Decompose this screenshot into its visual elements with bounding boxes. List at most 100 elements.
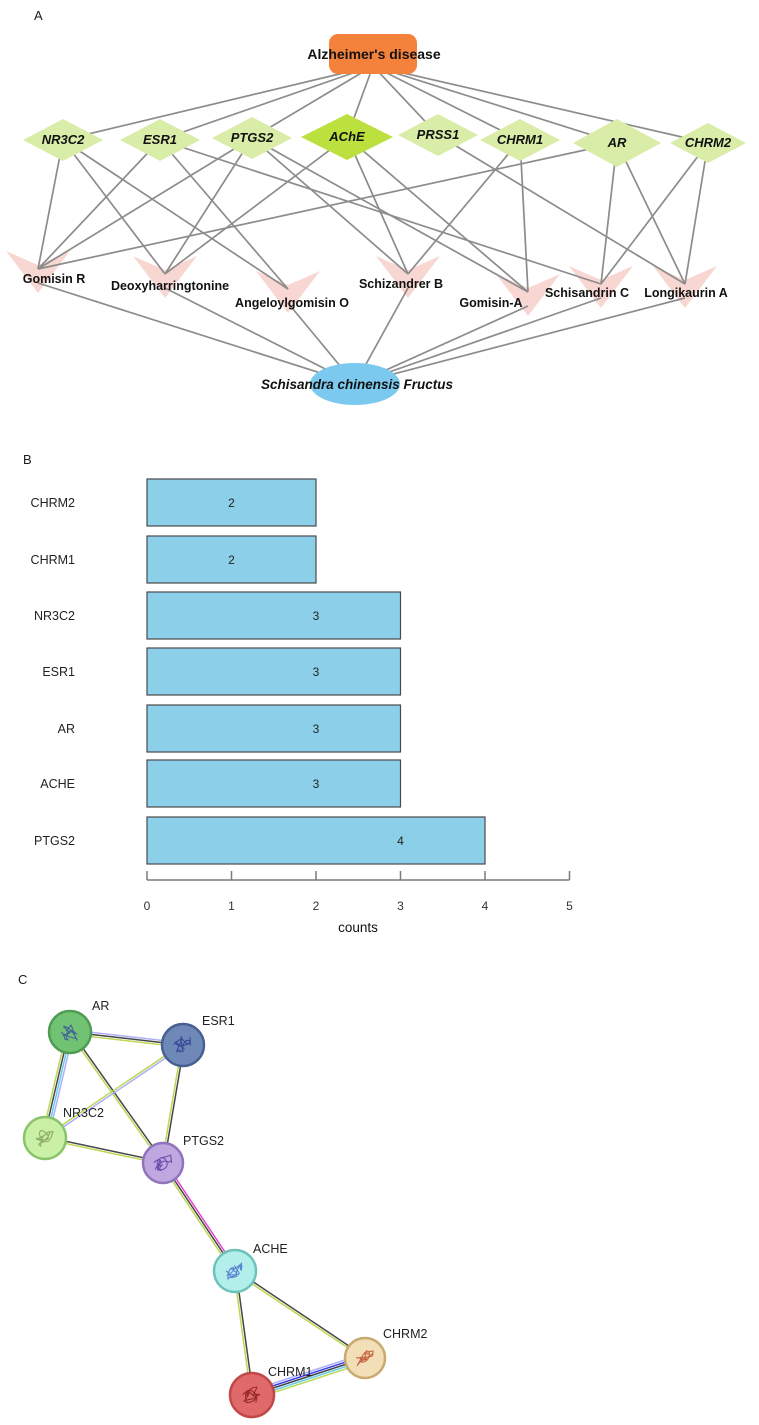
bar-value-AR: 3	[313, 722, 320, 736]
ppi-structure-glyph-PTGS2	[153, 1154, 173, 1172]
compound-vee-Angeloylgomisin O	[256, 271, 320, 313]
edge-PTGS2-Gomisin R	[37, 137, 253, 270]
gene-label-CHRM1: CHRM1	[497, 132, 543, 147]
ppi-label-ACHE: ACHE	[253, 1242, 288, 1256]
edge-disease-NR3C2	[62, 65, 374, 141]
bar-value-ACHE: 3	[313, 777, 320, 791]
edge-AR-Longikaurin A	[616, 142, 686, 285]
gene-label-PTGS2: PTGS2	[231, 130, 274, 145]
gene-node-PTGS2	[212, 117, 292, 159]
compound-vee-Gomisin-A	[496, 274, 560, 316]
counts-bar-chart: CHRM2 2 CHRM1 2 NR3C2 3 ESR1 3 AR 3 ACHE 3 PTGS2 4 0 1 2…	[31, 478, 573, 935]
bar-PTGS2	[146, 816, 486, 865]
ppi-label-PTGS2: PTGS2	[183, 1134, 224, 1148]
ppi-edge-line-ESR1-NR3C2-1	[43, 1043, 183, 1138]
ppi-node-PTGS2	[141, 1141, 185, 1185]
panel-a-network: Alzheimer's disease NR3C2 ESR1 PTGS2 AChE PRS…	[0, 0, 759, 440]
string-ppi-network: AR ESR1 NR3C2 PTGS2 ACHE CHRM2 CHRM1	[22, 999, 427, 1419]
ppi-edge-line-ACHE-CHRM2-1	[233, 1271, 365, 1360]
herb-label: Schisandra chinensis Fructus	[261, 377, 454, 392]
edge-PTGS2-Gomisin-A	[251, 137, 529, 293]
edge-AR-Gomisin R	[37, 142, 618, 270]
ppi-structure-glyph-ESR1	[173, 1035, 191, 1053]
disease-gene-compound-network: Alzheimer's disease NR3C2 ESR1 PTGS2 AChE PRS…	[6, 34, 746, 405]
x-tick-label-5: 5	[566, 899, 573, 913]
compound-vee-Schizandrer B	[376, 256, 440, 298]
edge-Schisandrin C-herb	[354, 297, 602, 385]
x-tick-label-3: 3	[397, 899, 404, 913]
ppi-label-CHRM2: CHRM2	[383, 1327, 427, 1341]
edge-Longikaurin A-herb	[354, 297, 686, 385]
ppi-label-AR: AR	[92, 999, 109, 1013]
bar-category-label-AR: AR	[58, 722, 75, 736]
ppi-structure-glyph-CHRM1	[242, 1386, 261, 1404]
panel-b-letter: B	[23, 452, 32, 467]
compound-vee-Gomisin R	[6, 251, 70, 293]
compound-label-Gomisin R: Gomisin R	[23, 272, 86, 286]
edge-disease-CHRM1	[372, 65, 521, 141]
compound-label-Schisandrin C: Schisandrin C	[545, 286, 629, 300]
compound-label-Deoxyharringtonine: Deoxyharringtonine	[111, 279, 229, 293]
bar-category-label-CHRM2: CHRM2	[31, 496, 75, 510]
bar-ESR1	[146, 647, 402, 696]
edge-CHRM1-Schizandrer B	[407, 139, 521, 275]
ppi-structure-glyph-ACHE	[225, 1262, 243, 1281]
ppi-edge-AR-PTGS2	[68, 1030, 165, 1165]
panel-b-barchart: CHRM2 2 CHRM1 2 NR3C2 3 ESR1 3 AR 3 ACHE 3 PTGS2 4 0 1 2…	[0, 440, 759, 940]
bar-ACHE	[146, 759, 402, 808]
bar-value-ESR1: 3	[313, 665, 320, 679]
ppi-edge-ESR1-NR3C2	[43, 1043, 185, 1140]
ppi-label-NR3C2: NR3C2	[63, 1106, 104, 1120]
edge-ESR1-Angeloylgomisin O	[159, 139, 289, 290]
panel-a-letter: A	[34, 8, 43, 23]
compound-vee-Schisandrin C	[569, 266, 633, 308]
gene-node-PRSS1	[398, 114, 478, 156]
gene-node-NR3C2	[23, 119, 103, 161]
edge-ESR1-Gomisin R	[37, 139, 161, 270]
ppi-edge-line-AR-PTGS2-0	[70, 1030, 165, 1163]
panel-c-ppi-network: AR ESR1 NR3C2 PTGS2 ACHE CHRM2 CHRM1	[0, 940, 759, 1425]
x-tick-label-1: 1	[228, 899, 235, 913]
compound-label-Schizandrer B: Schizandrer B	[359, 277, 443, 291]
gene-label-AR: AR	[607, 135, 627, 150]
edge-NR3C2-Angeloylgomisin O	[62, 139, 289, 290]
gene-label-AChE: AChE	[328, 129, 365, 144]
compound-label-Longikaurin A: Longikaurin A	[644, 286, 728, 300]
gene-label-ESR1: ESR1	[143, 132, 177, 147]
gene-label-NR3C2: NR3C2	[42, 132, 85, 147]
edge-Deoxyharringtonine-herb	[164, 287, 356, 385]
bar-category-label-CHRM1: CHRM1	[31, 553, 75, 567]
bar-CHRM2	[146, 478, 317, 527]
x-tick-label-0: 0	[144, 899, 151, 913]
gene-label-CHRM2: CHRM2	[685, 135, 732, 150]
disease-node	[329, 34, 417, 74]
edge-NR3C2-Gomisin R	[37, 139, 64, 270]
edge-AChE-Deoxyharringtonine	[164, 136, 348, 275]
edge-CHRM1-Gomisin-A	[519, 139, 529, 293]
edge-disease-PTGS2	[251, 65, 374, 139]
bar-category-label-NR3C2: NR3C2	[34, 609, 75, 623]
bar-AR	[146, 704, 402, 753]
gene-node-CHRM1	[480, 119, 560, 161]
panel-c-letter: C	[18, 972, 28, 987]
bar-NR3C2	[146, 591, 402, 640]
edge-disease-AR	[372, 65, 618, 144]
ppi-structure-glyph-AR	[60, 1024, 78, 1042]
bar-category-label-ESR1: ESR1	[42, 665, 75, 679]
bar-CHRM1	[146, 535, 317, 584]
ppi-edge-ACHE-CHRM2	[233, 1269, 367, 1360]
edge-disease-CHRM2	[372, 65, 709, 144]
bar-value-PTGS2: 4	[397, 834, 404, 848]
ppi-label-CHRM1: CHRM1	[268, 1365, 312, 1379]
x-tick-label-4: 4	[482, 899, 489, 913]
ppi-structure-glyph-CHRM2	[355, 1349, 374, 1367]
edge-NR3C2-Deoxyharringtonine	[62, 139, 166, 275]
x-axis-title: counts	[338, 920, 378, 935]
gene-node-AR	[573, 119, 661, 167]
ppi-structure-glyph-NR3C2	[35, 1130, 54, 1147]
compound-vee-Deoxyharringtonine	[133, 256, 197, 298]
x-tick-label-2: 2	[313, 899, 320, 913]
bar-category-label-PTGS2: PTGS2	[34, 834, 75, 848]
bar-category-label-ACHE: ACHE	[40, 777, 75, 791]
